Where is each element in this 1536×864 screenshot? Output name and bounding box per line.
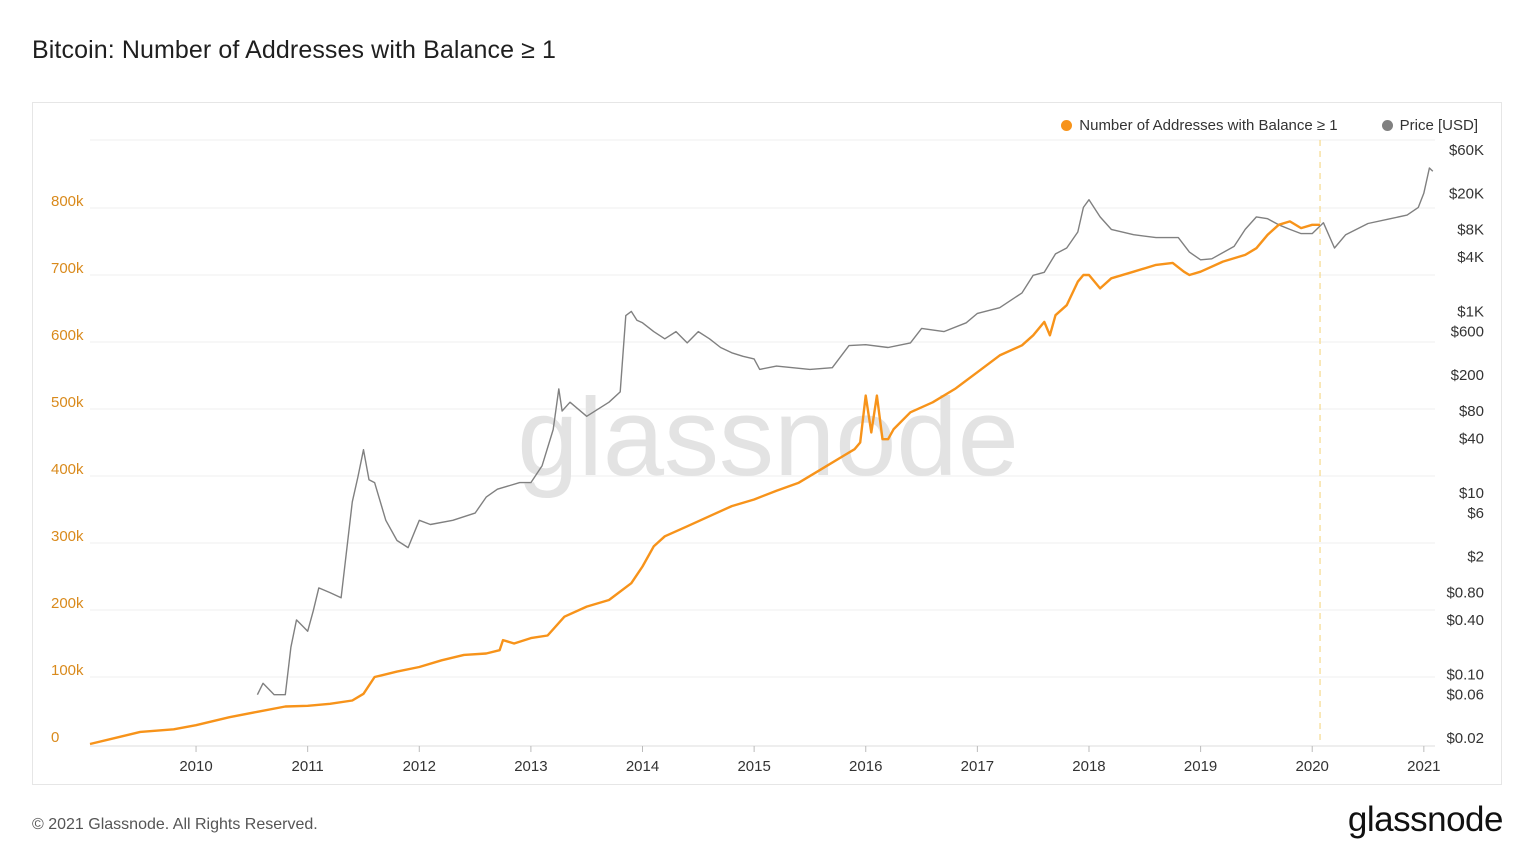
chart-panel [32, 102, 1502, 785]
x-tick-label: 2021 [1407, 758, 1440, 775]
x-tick-label: 2014 [626, 758, 659, 775]
right-tick-label: $20K [1449, 185, 1484, 202]
x-tick-label: 2020 [1296, 758, 1329, 775]
left-tick-label: 200k [51, 595, 84, 612]
legend-label-price: Price [USD] [1399, 117, 1478, 134]
right-tick-label: $60K [1449, 142, 1484, 159]
legend-label-addresses: Number of Addresses with Balance ≥ 1 [1079, 117, 1338, 134]
legend-dot-addresses [1061, 120, 1073, 131]
brand-logo-text: glassnode [1347, 800, 1504, 839]
right-tick-label: $1K [1457, 303, 1484, 320]
right-tick-label: $0.06 [1446, 687, 1484, 704]
x-tick-label: 2019 [1184, 758, 1217, 775]
addresses-series-line [89, 220, 1320, 746]
right-tick-label: $2 [1467, 548, 1484, 565]
x-tick-label: 2013 [514, 758, 547, 775]
left-tick-label: 0 [51, 729, 59, 746]
x-tick-label: 2010 [179, 758, 212, 775]
right-tick-label: $0.80 [1446, 585, 1484, 602]
left-tick-label: 100k [51, 662, 84, 679]
right-tick-label: $10 [1459, 485, 1484, 502]
right-tick-label: $600 [1451, 324, 1484, 341]
x-tick-label: 2012 [403, 758, 436, 775]
left-tick-label: 300k [51, 528, 84, 545]
price-series-line [256, 167, 1434, 696]
x-tick-label: 2011 [292, 758, 324, 775]
right-tick-label: $0.40 [1446, 612, 1484, 629]
legend-item-price[interactable]: Price [USD] [1381, 117, 1478, 134]
copyright-text: © 2021 Glassnode. All Rights Reserved. [32, 816, 318, 833]
right-tick-label: $8K [1457, 221, 1484, 238]
right-tick-label: $40 [1459, 430, 1484, 447]
legend-dot-price [1381, 120, 1393, 131]
right-tick-label: $4K [1457, 249, 1484, 266]
left-tick-label: 800k [51, 193, 84, 210]
x-tick-label: 2017 [961, 758, 994, 775]
right-tick-label: $80 [1459, 403, 1484, 420]
legend-item-addresses[interactable]: Number of Addresses with Balance ≥ 1 [1061, 117, 1338, 134]
right-tick-label: $0.10 [1446, 667, 1484, 684]
chart-title: Bitcoin: Number of Addresses with Balanc… [32, 36, 557, 64]
watermark-text: glassnode [517, 376, 1019, 499]
right-tick-label: $0.02 [1446, 730, 1484, 747]
left-tick-label: 500k [51, 394, 84, 411]
left-tick-label: 400k [51, 461, 84, 478]
left-tick-label: 600k [51, 327, 84, 344]
x-tick-label: 2018 [1072, 758, 1105, 775]
chart-legend: Number of Addresses with Balance ≥ 1 Pri… [1061, 117, 1478, 134]
right-tick-label: $6 [1467, 505, 1484, 522]
x-tick-label: 2015 [737, 758, 770, 775]
left-tick-label: 700k [51, 260, 84, 277]
right-tick-label: $200 [1451, 367, 1484, 384]
x-tick-label: 2016 [849, 758, 882, 775]
